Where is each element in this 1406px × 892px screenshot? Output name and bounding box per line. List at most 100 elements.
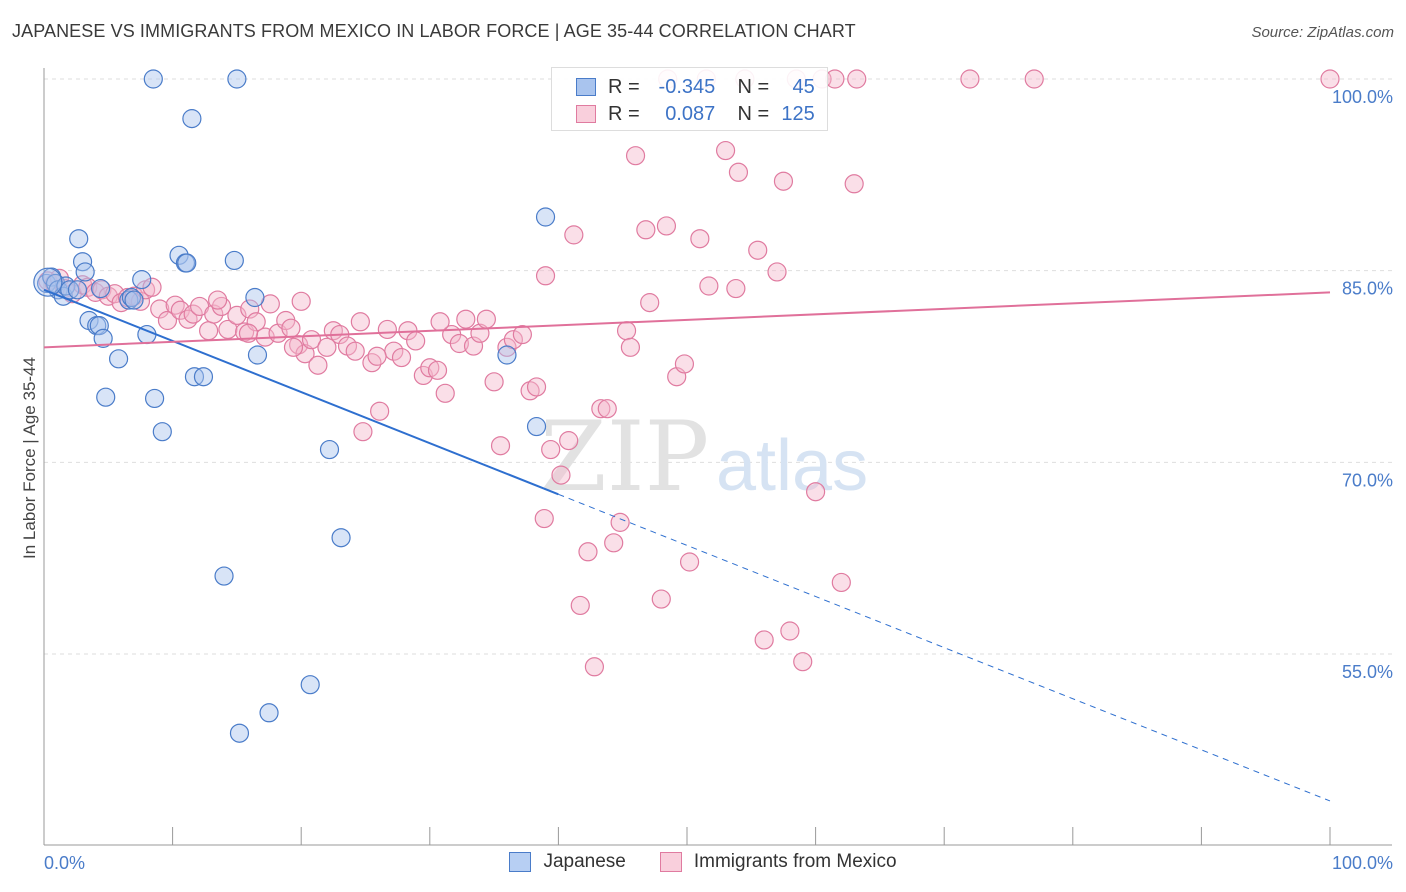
- mexico-point: [435, 383, 455, 403]
- mexico-point: [246, 312, 266, 332]
- mexico-point: [512, 324, 532, 345]
- mexico-point: [413, 365, 433, 386]
- mexico-point: [391, 347, 412, 368]
- japanese-point: [143, 69, 163, 89]
- mexico-point: [370, 401, 390, 421]
- mexico-point: [345, 341, 365, 361]
- mexico-point: [773, 171, 794, 191]
- series-swatch-mexico: [659, 852, 682, 872]
- japanese-point: [182, 109, 202, 129]
- mexico-point: [308, 355, 328, 375]
- mexico-point: [476, 309, 496, 329]
- mexico-point: [406, 331, 426, 351]
- japanese-point: [67, 280, 88, 300]
- mexico-point: [651, 589, 671, 609]
- mexico-point: [591, 399, 611, 419]
- mexico-point: [620, 337, 641, 357]
- mexico-point: [350, 312, 370, 332]
- series-legend-mexico: Immigrants from Mexico: [659, 851, 897, 873]
- mexico-point: [420, 358, 440, 378]
- mexico-point: [604, 533, 624, 553]
- mexico-point: [715, 140, 736, 161]
- mexico-points: [38, 69, 1340, 677]
- mexico-point: [570, 595, 590, 616]
- japanese-trend-extension: [558, 493, 1331, 802]
- legend-swatch-mexico: [576, 105, 596, 123]
- japanese-point: [224, 250, 244, 271]
- mexico-point: [679, 552, 700, 572]
- mexico-point: [353, 422, 373, 442]
- japanese-point: [319, 439, 340, 460]
- legend-swatch-japanese: [576, 78, 596, 96]
- japanese-point: [229, 723, 250, 743]
- mexico-point: [291, 291, 311, 311]
- mexico-point: [960, 69, 980, 89]
- mexico-point: [625, 146, 646, 166]
- japanese-point: [259, 703, 279, 723]
- mexico-point: [767, 262, 787, 282]
- japanese-point: [247, 345, 268, 365]
- mexico-point: [844, 174, 864, 194]
- japanese-point: [121, 287, 142, 308]
- y-tick-label: 85.0%: [1342, 279, 1393, 299]
- mexico-point: [616, 321, 637, 341]
- series-label-mexico: Immigrants from Mexico: [693, 851, 897, 872]
- mexico-point: [597, 399, 617, 419]
- correlation-legend: R = -0.345 N = 45 R = 0.087 N = 125: [551, 67, 828, 131]
- japanese-point: [177, 253, 197, 273]
- japanese-point: [144, 388, 165, 409]
- mexico-point: [754, 630, 774, 650]
- legend-row-mexico: R = 0.087 N = 125: [576, 101, 815, 127]
- mexico-point: [317, 337, 337, 357]
- mexico-point: [427, 360, 448, 380]
- series-legend: Japanese Immigrants from Mexico: [0, 851, 1406, 873]
- mexico-point: [825, 69, 845, 89]
- japanese-point: [90, 278, 111, 299]
- legend-n-label: N =: [737, 75, 770, 98]
- japanese-point: [300, 675, 320, 695]
- y-tick-label: 70.0%: [1342, 470, 1393, 490]
- legend-n-label: N =: [737, 102, 770, 125]
- x-tick-label-min: 0.0%: [44, 853, 85, 873]
- mexico-point: [541, 439, 561, 460]
- mexico-point: [178, 309, 198, 329]
- japanese-point: [227, 69, 247, 89]
- mexico-point: [283, 337, 304, 357]
- japanese-point: [193, 367, 214, 387]
- axes: [43, 68, 1392, 846]
- mexico-point: [610, 512, 630, 532]
- mexico-point: [208, 290, 228, 310]
- mexico-point: [526, 377, 547, 397]
- japanese-point: [96, 387, 116, 407]
- mexico-point: [564, 225, 584, 245]
- mexico-point: [295, 344, 315, 364]
- japanese-point: [169, 245, 189, 265]
- mexico-point: [377, 319, 397, 340]
- mexico-point: [559, 431, 579, 451]
- japanese-point: [132, 270, 152, 290]
- grid-lines: [44, 78, 1392, 655]
- legend-r-value: -0.345: [658, 75, 716, 98]
- mexico-point: [183, 304, 203, 324]
- mexico-point: [1320, 69, 1340, 89]
- mexico-point: [456, 309, 476, 329]
- chart-source: Source: ZipAtlas.com: [1251, 24, 1394, 41]
- japanese-point: [497, 345, 517, 365]
- legend-n-value: 45: [792, 75, 815, 98]
- mexico-point: [535, 266, 556, 286]
- watermark: ZIP atlas: [540, 401, 868, 513]
- mexico-point: [484, 372, 504, 392]
- mexico-point: [362, 353, 382, 373]
- mexico-point: [640, 293, 660, 313]
- x-tick-label-max: 100.0%: [1332, 853, 1393, 873]
- japanese-trend-line: [43, 288, 559, 496]
- mexico-point: [780, 621, 800, 641]
- japanese-point: [75, 262, 95, 282]
- mexico-point: [726, 278, 746, 299]
- legend-r-label: R =: [608, 102, 640, 125]
- watermark-zip: ZIP: [540, 401, 709, 513]
- japanese-point: [214, 566, 234, 586]
- mexico-point: [1024, 69, 1044, 89]
- legend-r-value: 0.087: [665, 102, 716, 125]
